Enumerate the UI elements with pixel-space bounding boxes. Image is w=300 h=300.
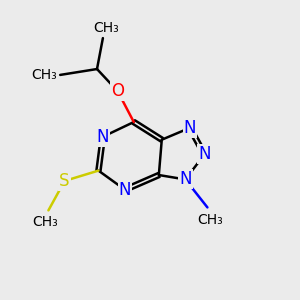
Text: N: N [179,170,192,188]
Text: N: N [119,181,131,199]
Text: N: N [97,128,109,146]
Text: S: S [59,172,70,190]
Text: CH₃: CH₃ [93,21,119,35]
Text: N: N [198,146,211,164]
Text: CH₃: CH₃ [33,215,58,229]
Text: N: N [184,119,196,137]
Text: CH₃: CH₃ [32,68,57,82]
Text: O: O [111,82,124,100]
Text: CH₃: CH₃ [197,213,223,227]
